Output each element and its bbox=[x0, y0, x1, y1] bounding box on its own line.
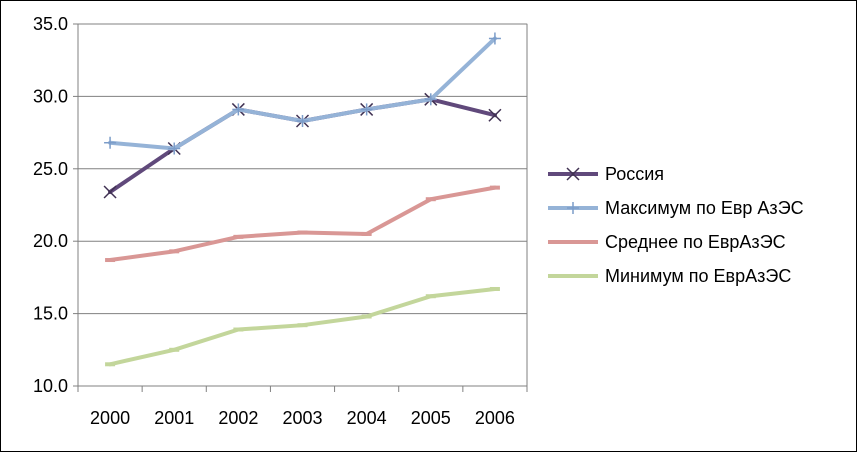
x-axis-tick-labels: 2000 2001 2002 2003 2004 2005 2006 bbox=[90, 408, 515, 428]
series-layer bbox=[103, 32, 502, 367]
legend-item: Среднее по ЕврАзЭС bbox=[548, 232, 786, 252]
legend-item: Максимум по Евр АзЭС bbox=[548, 198, 804, 218]
data-point-marker bbox=[488, 108, 502, 122]
y-tick-label: 30.0 bbox=[33, 86, 68, 106]
plot-background bbox=[77, 23, 528, 387]
series-2 bbox=[105, 185, 500, 263]
legend-label: Минимум по ЕврАзЭС bbox=[605, 266, 791, 286]
y-tick-label: 25.0 bbox=[33, 159, 68, 179]
x-tick-label: 2006 bbox=[475, 408, 515, 428]
data-point-marker bbox=[103, 185, 117, 199]
legend-label: Максимум по Евр АзЭС bbox=[605, 198, 804, 218]
legend-item: Россия bbox=[548, 164, 664, 184]
x-tick-label: 2005 bbox=[411, 408, 451, 428]
y-tick-label: 20.0 bbox=[33, 231, 68, 251]
series-1 bbox=[104, 32, 501, 155]
y-tick-label: 10.0 bbox=[33, 376, 68, 396]
x-tick-label: 2000 bbox=[90, 408, 130, 428]
y-tick-label: 15.0 bbox=[33, 304, 68, 324]
legend-item: Минимум по ЕврАзЭС bbox=[548, 266, 791, 286]
data-point-marker bbox=[566, 167, 580, 181]
x-axis-ticks bbox=[77, 386, 528, 392]
y-tick-label: 35.0 bbox=[33, 14, 68, 34]
plot-area: 10.015.020.025.030.035.0 2000 2001 2002 200… bbox=[33, 14, 528, 428]
x-tick-label: 2003 bbox=[282, 408, 322, 428]
x-tick-label: 2004 bbox=[347, 408, 387, 428]
legend-label: Среднее по ЕврАзЭС bbox=[605, 232, 786, 252]
gridlines bbox=[73, 23, 527, 387]
series-3 bbox=[105, 286, 500, 367]
legend-label: Россия bbox=[605, 164, 664, 184]
x-tick-label: 2002 bbox=[218, 408, 258, 428]
x-tick-label: 2001 bbox=[154, 408, 194, 428]
y-axis-tick-labels: 10.0 15.0 20.0 25.0 30.0 35.0 bbox=[33, 14, 68, 396]
legend: Россия Максимум по Евр АзЭС Среднее по Евр… bbox=[548, 164, 804, 286]
